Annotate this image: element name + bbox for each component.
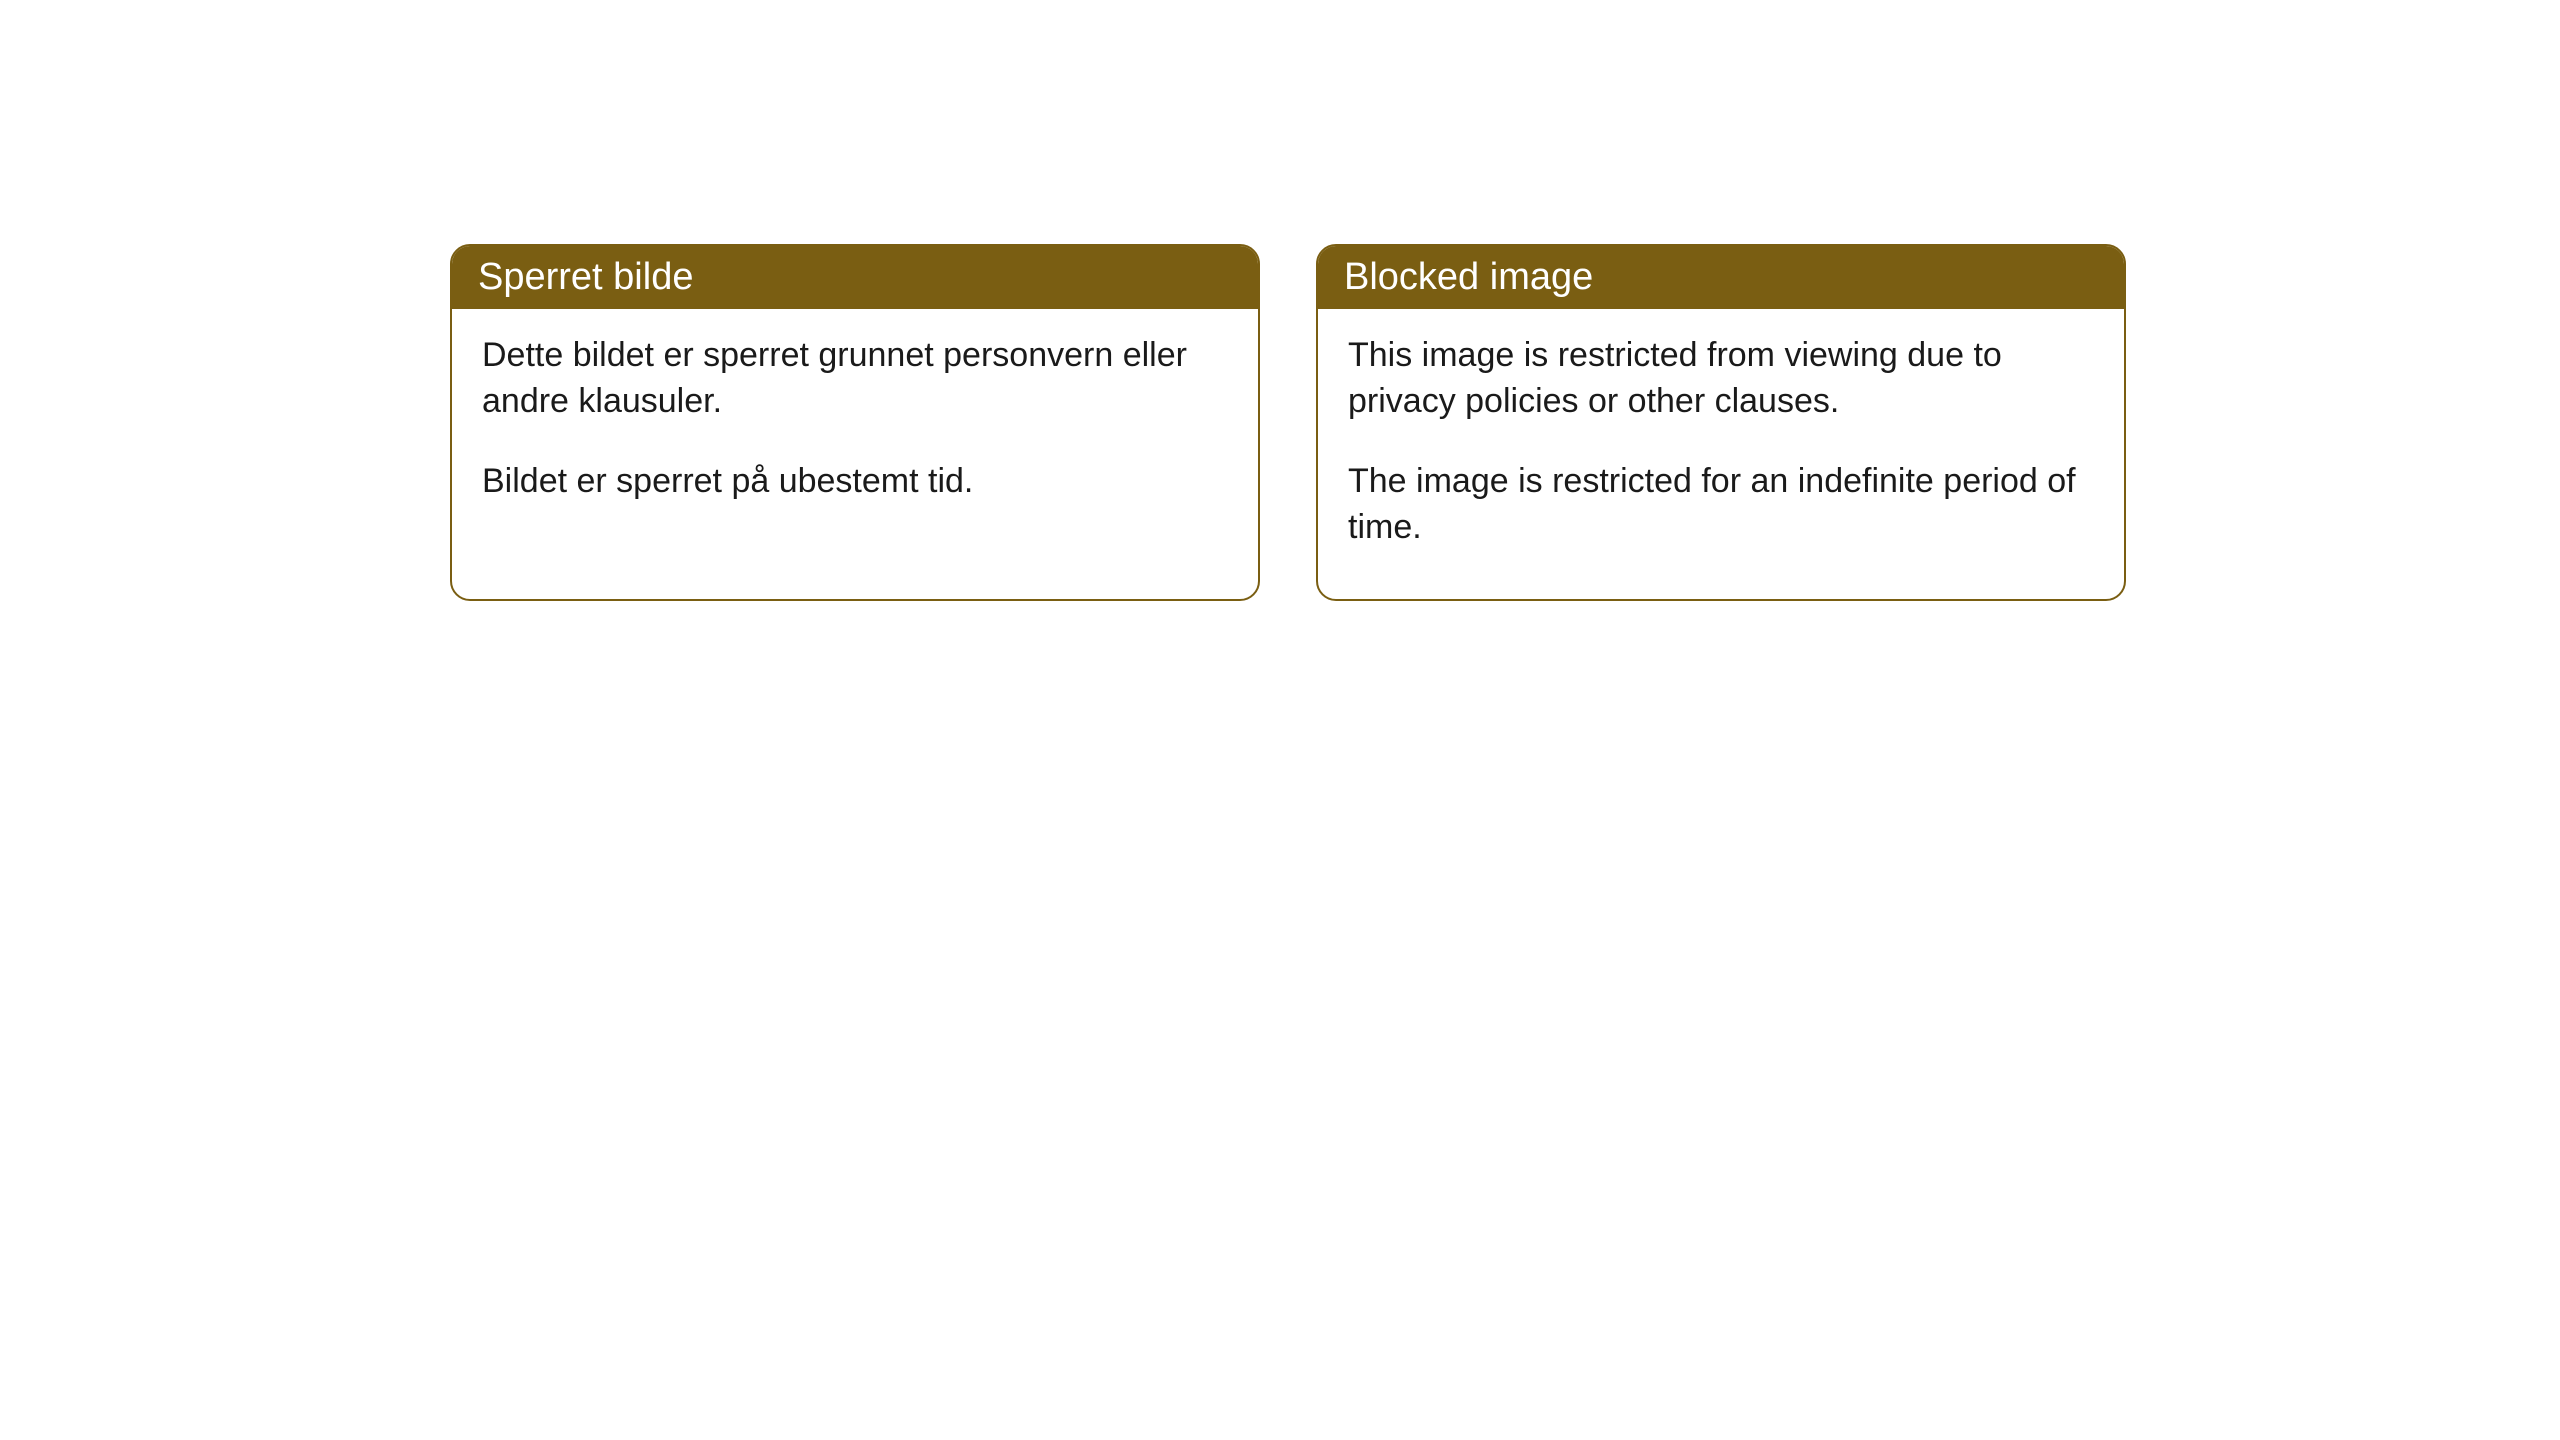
notice-card-norwegian: Sperret bilde Dette bildet er sperret gr… xyxy=(450,244,1260,601)
notice-card-english: Blocked image This image is restricted f… xyxy=(1316,244,2126,601)
card-body: Dette bildet er sperret grunnet personve… xyxy=(452,309,1258,553)
card-paragraph-2: The image is restricted for an indefinit… xyxy=(1348,459,2094,551)
card-header: Sperret bilde xyxy=(452,246,1258,309)
card-paragraph-2: Bildet er sperret på ubestemt tid. xyxy=(482,459,1228,505)
card-paragraph-1: This image is restricted from viewing du… xyxy=(1348,333,2094,425)
card-header: Blocked image xyxy=(1318,246,2124,309)
notice-cards-container: Sperret bilde Dette bildet er sperret gr… xyxy=(450,244,2560,601)
card-paragraph-1: Dette bildet er sperret grunnet personve… xyxy=(482,333,1228,425)
card-title: Sperret bilde xyxy=(478,256,693,298)
card-body: This image is restricted from viewing du… xyxy=(1318,309,2124,599)
card-title: Blocked image xyxy=(1344,256,1593,298)
